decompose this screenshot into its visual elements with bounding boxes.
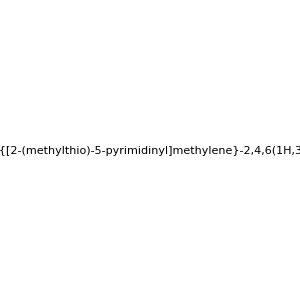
Text: 1-(2-methylphenyl)-5-{[2-(methylthio)-5-pyrimidinyl]methylene}-2,4,6(1H,3H,5H)-p: 1-(2-methylphenyl)-5-{[2-(methylthio)-5-…: [0, 146, 300, 157]
